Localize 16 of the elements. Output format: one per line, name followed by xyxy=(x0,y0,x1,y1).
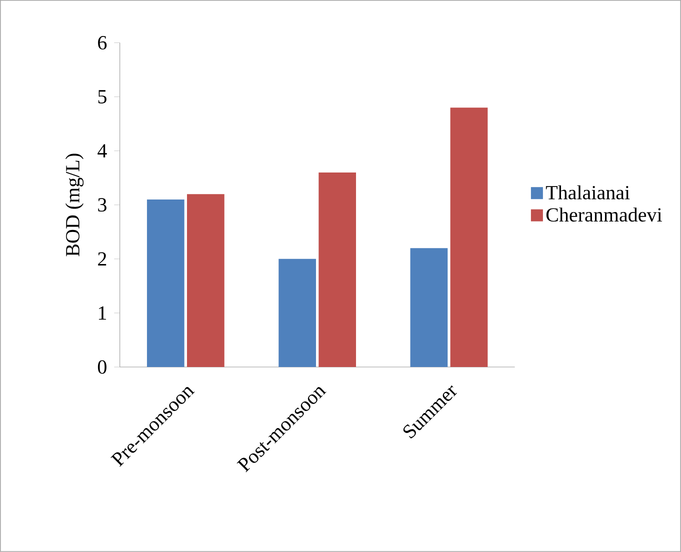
bar xyxy=(186,194,224,368)
y-tick-label: 5 xyxy=(98,90,106,104)
y-tick-label: 2 xyxy=(98,252,106,266)
y-tick-label: 1 xyxy=(98,306,106,320)
bar xyxy=(146,200,184,368)
legend-label: Cheranmadevi xyxy=(546,208,662,222)
y-tick-label: 4 xyxy=(98,144,107,158)
y-tick-label: 0 xyxy=(98,360,106,374)
bar xyxy=(318,172,356,368)
y-tick-label: 6 xyxy=(98,36,107,50)
y-axis-title: BOD (mg/L) xyxy=(65,154,84,256)
bar xyxy=(450,108,488,368)
bar xyxy=(410,248,448,368)
bar xyxy=(278,258,316,368)
legend-label: Thalaianai xyxy=(546,185,630,200)
y-tick-label: 3 xyxy=(98,198,106,212)
